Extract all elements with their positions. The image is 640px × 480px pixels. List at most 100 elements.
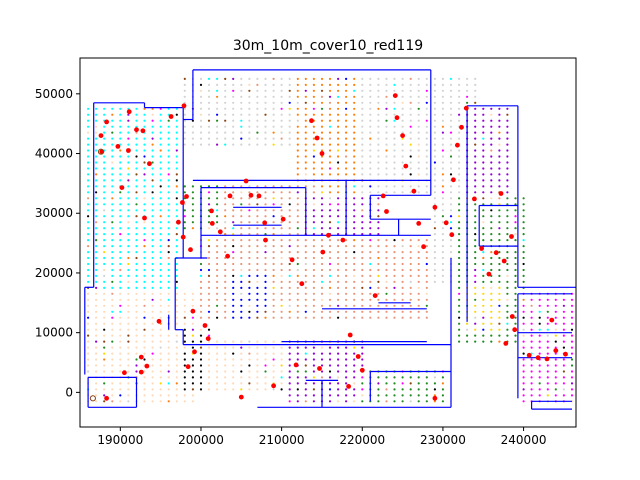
scan-point bbox=[345, 346, 348, 349]
scan-point bbox=[175, 376, 178, 379]
scan-point bbox=[498, 310, 501, 313]
scan-point bbox=[546, 298, 549, 301]
scan-point bbox=[401, 304, 404, 307]
scan-point bbox=[554, 340, 557, 343]
scan-point bbox=[514, 209, 517, 212]
scan-point bbox=[498, 322, 501, 325]
scan-point bbox=[441, 268, 444, 272]
scan-point bbox=[232, 137, 235, 140]
scan-point bbox=[312, 256, 315, 260]
scan-point bbox=[490, 316, 493, 319]
scan-point bbox=[337, 215, 340, 218]
scan-point bbox=[312, 143, 315, 146]
scan-point bbox=[369, 149, 372, 152]
scan-point bbox=[103, 322, 106, 325]
scan-point bbox=[232, 304, 235, 307]
scan-point bbox=[353, 149, 356, 152]
scan-point bbox=[256, 274, 259, 277]
scan-point bbox=[474, 209, 477, 212]
scan-point bbox=[95, 316, 98, 319]
scan-point bbox=[522, 388, 525, 391]
scan-point bbox=[562, 358, 566, 361]
scan-point bbox=[199, 340, 203, 343]
scan-point bbox=[312, 292, 315, 295]
scan-point bbox=[458, 215, 461, 218]
scan-point bbox=[458, 239, 461, 242]
scan-point bbox=[256, 262, 259, 266]
scan-point bbox=[199, 310, 203, 313]
scan-point bbox=[272, 191, 275, 194]
scan-point bbox=[458, 161, 461, 164]
scan-point bbox=[433, 203, 436, 206]
scan-point bbox=[87, 119, 90, 122]
scan-point bbox=[312, 227, 315, 230]
scan-point bbox=[409, 131, 412, 134]
scan-point bbox=[288, 221, 291, 224]
scan-point bbox=[159, 364, 162, 367]
scan-point bbox=[345, 125, 348, 128]
scan-point bbox=[280, 346, 283, 349]
scan-point bbox=[328, 101, 332, 104]
scan-point bbox=[216, 286, 219, 289]
scan-point bbox=[312, 239, 315, 242]
scan-point bbox=[377, 131, 380, 134]
scan-point bbox=[119, 292, 122, 295]
scan-point bbox=[377, 77, 380, 80]
scan-point bbox=[248, 292, 251, 295]
scan-point bbox=[183, 376, 186, 379]
scan-point bbox=[482, 107, 485, 110]
scan-point bbox=[353, 161, 356, 164]
scan-point bbox=[506, 304, 509, 307]
scan-point bbox=[175, 388, 178, 391]
scan-point bbox=[95, 251, 98, 254]
scan-point bbox=[361, 352, 364, 355]
scan-point bbox=[119, 256, 122, 260]
scan-point bbox=[304, 161, 307, 164]
scan-point bbox=[433, 155, 436, 158]
scan-point bbox=[207, 239, 211, 242]
scan-point bbox=[522, 215, 525, 218]
scan-point bbox=[248, 340, 251, 343]
scan-point bbox=[135, 364, 138, 367]
scan-point bbox=[264, 370, 267, 373]
scan-point bbox=[264, 197, 267, 200]
scan-point bbox=[248, 143, 251, 146]
scan-point bbox=[474, 167, 477, 170]
highlighted-point bbox=[509, 234, 514, 239]
scan-point bbox=[337, 245, 340, 248]
scan-point bbox=[401, 382, 404, 385]
scan-point bbox=[143, 191, 146, 194]
scan-point bbox=[409, 185, 412, 188]
scan-point bbox=[328, 83, 332, 86]
scan-point bbox=[425, 310, 428, 313]
scan-point bbox=[224, 262, 227, 266]
scan-point bbox=[280, 197, 283, 200]
scan-point bbox=[570, 376, 574, 379]
scan-point bbox=[554, 370, 557, 373]
scan-point bbox=[296, 113, 299, 116]
scan-point bbox=[296, 95, 299, 98]
scan-point bbox=[175, 292, 178, 295]
scan-point bbox=[345, 382, 348, 385]
scan-point bbox=[87, 352, 90, 355]
scan-point bbox=[272, 256, 275, 260]
scan-point bbox=[369, 137, 372, 140]
scan-point bbox=[87, 340, 90, 343]
scan-point bbox=[385, 382, 388, 385]
scan-point bbox=[361, 161, 364, 164]
highlighted-point bbox=[472, 196, 477, 202]
scan-point bbox=[151, 209, 154, 212]
scan-point bbox=[530, 376, 533, 379]
scan-point bbox=[143, 394, 146, 397]
scan-point bbox=[248, 209, 251, 212]
scan-point bbox=[353, 119, 356, 122]
scan-point bbox=[449, 125, 453, 128]
scan-point bbox=[328, 268, 332, 272]
scan-point bbox=[514, 221, 517, 224]
highlighted-point bbox=[138, 354, 144, 360]
scan-point bbox=[280, 233, 283, 236]
scan-point bbox=[345, 304, 348, 307]
scan-point bbox=[328, 262, 332, 266]
scan-point bbox=[159, 203, 162, 206]
scan-point bbox=[385, 149, 388, 152]
